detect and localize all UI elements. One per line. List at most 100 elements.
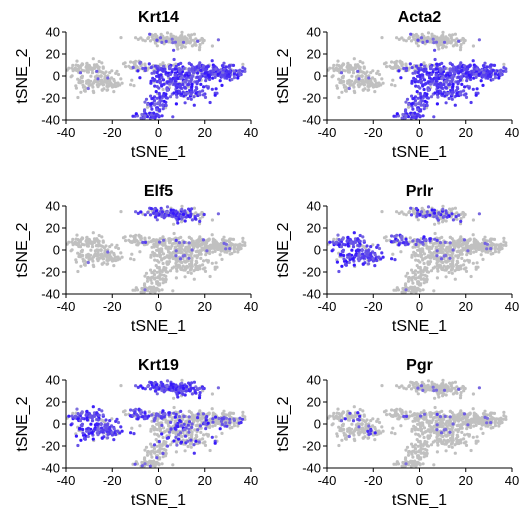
data-point	[423, 99, 427, 103]
data-point	[413, 70, 418, 74]
data-point	[423, 64, 427, 68]
panel-title: Acta2	[398, 9, 442, 26]
data-point	[181, 392, 185, 396]
data-point	[145, 453, 150, 457]
data-point	[348, 83, 352, 88]
data-point	[149, 113, 154, 117]
data-point	[190, 258, 194, 262]
data-point	[414, 84, 418, 88]
data-point	[197, 48, 202, 52]
data-point	[353, 63, 358, 67]
data-point	[134, 238, 139, 242]
data-point	[146, 102, 150, 107]
data-point	[348, 255, 352, 259]
data-point	[143, 240, 148, 244]
data-point	[504, 69, 508, 73]
data-point	[198, 235, 202, 239]
data-point	[138, 424, 142, 428]
data-point	[203, 269, 208, 273]
data-point	[100, 252, 104, 256]
data-point	[421, 40, 425, 45]
data-point	[81, 257, 85, 261]
data-point	[189, 63, 193, 67]
data-point	[149, 79, 153, 83]
data-point	[185, 37, 189, 41]
data-point	[158, 108, 162, 112]
data-point	[413, 111, 417, 115]
data-point	[497, 76, 501, 80]
data-point	[153, 253, 158, 257]
data-point	[144, 445, 149, 449]
data-point	[134, 210, 138, 214]
data-point	[112, 253, 116, 257]
data-point	[195, 75, 200, 79]
data-point	[161, 442, 165, 446]
data-point	[418, 114, 422, 118]
data-point	[136, 243, 140, 247]
data-point	[462, 64, 467, 68]
data-point	[220, 238, 225, 242]
data-point	[101, 239, 105, 243]
data-point	[340, 90, 344, 94]
data-point	[179, 37, 183, 41]
data-point	[414, 206, 418, 211]
data-point	[92, 66, 96, 70]
data-point	[87, 257, 91, 262]
data-point	[212, 65, 216, 69]
data-point	[172, 231, 176, 236]
data-point	[180, 33, 184, 37]
data-point	[161, 252, 166, 256]
data-point	[164, 419, 168, 423]
data-point	[451, 207, 455, 211]
data-point	[81, 83, 85, 87]
data-point	[413, 273, 418, 277]
data-point	[179, 61, 183, 65]
data-point	[415, 90, 419, 94]
data-point	[196, 39, 200, 43]
x-tick-label: 20	[198, 299, 212, 314]
data-point	[76, 269, 80, 274]
data-point	[421, 288, 425, 292]
data-point	[158, 95, 162, 100]
data-point	[444, 73, 448, 77]
data-point	[143, 68, 147, 73]
data-point	[74, 434, 78, 438]
data-point	[492, 237, 497, 241]
data-point	[422, 107, 426, 111]
data-point	[422, 261, 426, 266]
data-point	[416, 218, 420, 222]
data-point	[425, 71, 429, 75]
data-point	[347, 260, 351, 265]
data-point	[225, 76, 229, 80]
data-point	[419, 108, 423, 112]
data-point	[176, 47, 180, 51]
x-axis-label: tSNE_1	[131, 318, 186, 335]
data-point	[448, 241, 452, 245]
data-point	[166, 88, 170, 92]
data-point	[179, 235, 183, 239]
data-point	[179, 92, 184, 96]
data-point	[462, 41, 466, 45]
data-point	[448, 256, 452, 260]
data-point	[97, 59, 101, 64]
data-point	[369, 252, 373, 256]
data-point	[358, 59, 362, 64]
data-point	[147, 62, 151, 66]
data-point	[390, 60, 394, 64]
data-point	[155, 218, 159, 222]
data-point	[444, 101, 448, 105]
data-point	[160, 114, 164, 118]
data-point	[341, 236, 345, 240]
data-point	[346, 81, 350, 85]
data-point	[171, 115, 175, 119]
data-point	[447, 83, 451, 87]
data-point	[502, 236, 506, 240]
data-point	[425, 210, 429, 214]
data-point	[201, 93, 206, 97]
data-point	[174, 276, 178, 280]
data-point	[499, 245, 503, 249]
data-point	[93, 79, 97, 83]
data-point	[450, 212, 454, 216]
data-point	[204, 75, 208, 79]
data-point	[151, 115, 155, 119]
